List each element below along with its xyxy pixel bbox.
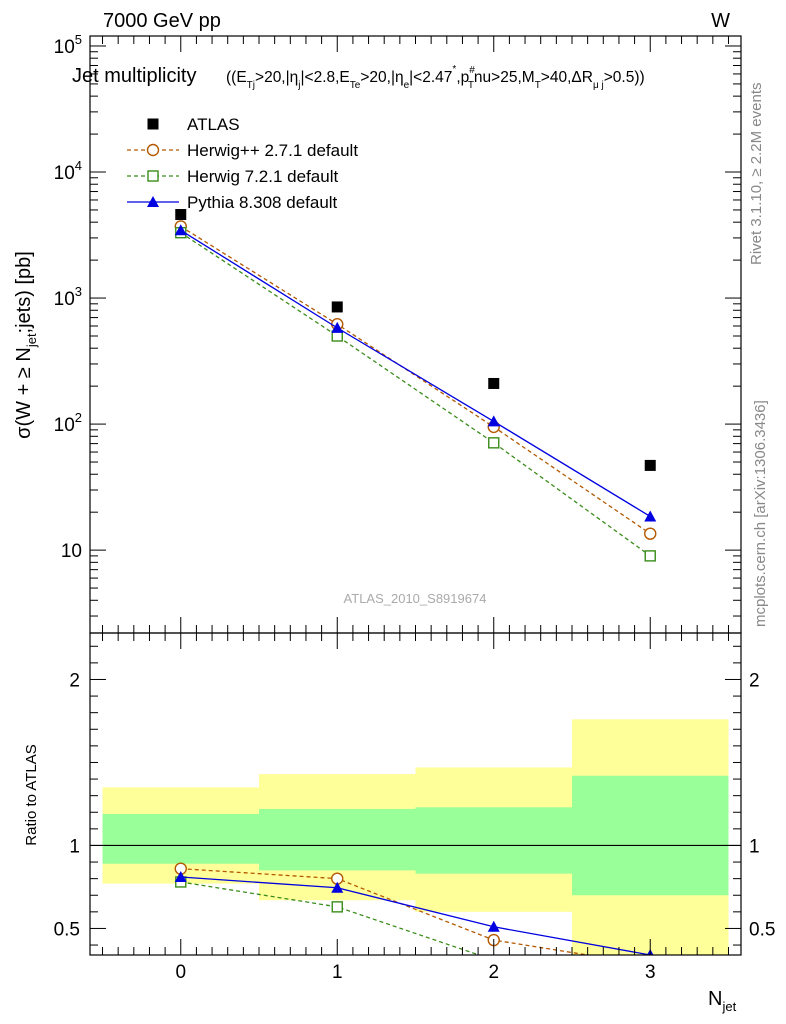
- ratio-xtick-label-3: 3: [645, 962, 656, 983]
- main-ytick-label-2: 103: [54, 284, 82, 310]
- ratio-xtick-label-2: 2: [488, 962, 499, 983]
- main-ylabel: σ(W + ≥ Njet;jets) [pb]: [13, 251, 39, 439]
- ratio-xtick-label-0: 0: [175, 962, 186, 983]
- main-series-line-2: [180, 232, 651, 557]
- ratio-point-1-1: [331, 901, 343, 913]
- ratio-band-inner-1: [259, 808, 416, 871]
- legend-marker-1: [146, 143, 160, 157]
- ratio-ytick-label-right-1: 1: [749, 836, 760, 857]
- watermark: ATLAS_2010_S8919674: [344, 591, 487, 606]
- mcplots-label: mcplots.cern.ch [arXiv:1306.3436]: [752, 400, 769, 627]
- ratio-ytick-label-0: 0.5: [54, 919, 80, 940]
- main-point-3-2: [487, 415, 500, 427]
- legend-marker-3: [147, 196, 159, 207]
- main-series-line-3: [180, 229, 651, 518]
- main-point-0-2: [488, 377, 500, 389]
- main-point-0-3: [644, 459, 656, 471]
- main-ytick-label-1: 102: [54, 410, 82, 436]
- main-point-0-0: [175, 209, 187, 221]
- legend-label-0: ATLAS: [187, 115, 240, 134]
- legend: ATLAS Herwig++ 2.7.1 default Herwig 7.2.1 …: [127, 115, 358, 212]
- header-left: 7000 GeV pp: [103, 10, 221, 32]
- ratio-ytick-label-right-2: 2: [749, 670, 760, 691]
- main-point-2-2: [488, 437, 500, 449]
- ratio-ytick-label-2: 2: [69, 670, 80, 691]
- ratio-series-line-2: [180, 876, 651, 955]
- ratio-point-2-0: [174, 870, 187, 882]
- header-right: W: [711, 10, 730, 32]
- ratio-band-inner-3: [571, 775, 729, 896]
- plot-title-main: Jet multiplicity: [72, 65, 196, 87]
- legend-label-3: Pythia 8.308 default: [187, 193, 338, 212]
- ratio-ytick-label-right-0: 0.5: [749, 919, 775, 940]
- main-point-3-1: [331, 321, 344, 333]
- ratio-series-line-1: [180, 881, 482, 955]
- main-point-2-3: [644, 550, 656, 562]
- plot-title-sub: ((ETj>20,|ηj|<2.8,ETe>20,|ηe|<2.47*,p# Tn…: [226, 64, 645, 91]
- plot-title: Jet multiplicity: [72, 65, 196, 87]
- ratio-series-line-0: [180, 868, 592, 955]
- ratio-band-inner-2: [415, 807, 572, 874]
- legend-marker-2: [147, 170, 159, 182]
- ratio-point-2-2: [487, 920, 500, 932]
- ratio-point-2-1: [331, 881, 344, 893]
- legend-marker-0: [147, 118, 159, 130]
- ratio-ytick-label-1: 1: [69, 836, 80, 857]
- ratio-xlabel: Njet: [708, 988, 737, 1014]
- main-ytick-label-3: 104: [54, 158, 82, 184]
- rivet-label: Rivet 3.1.10, ≥ 2.2M events: [748, 83, 765, 266]
- main-series-line-1: [180, 225, 651, 535]
- main-point-1-3: [644, 527, 657, 540]
- main-ytick-label-0: 10: [61, 541, 82, 562]
- main-point-0-1: [331, 301, 343, 313]
- main-point-3-3: [644, 510, 657, 522]
- legend-label-1: Herwig++ 2.7.1 default: [187, 141, 358, 160]
- legend-label-2: Herwig 7.2.1 default: [187, 167, 338, 186]
- main-ytick-label-4: 105: [54, 32, 82, 58]
- ratio-band-inner-0: [102, 813, 260, 864]
- ratio-panel: 0.5 0.5 1 1 2 2 0 1 2 3: [54, 632, 775, 983]
- main-point-3-0: [174, 224, 187, 236]
- ratio-ylabel: Ratio to ATLAS: [23, 744, 40, 845]
- ratio-xtick-label-1: 1: [332, 962, 343, 983]
